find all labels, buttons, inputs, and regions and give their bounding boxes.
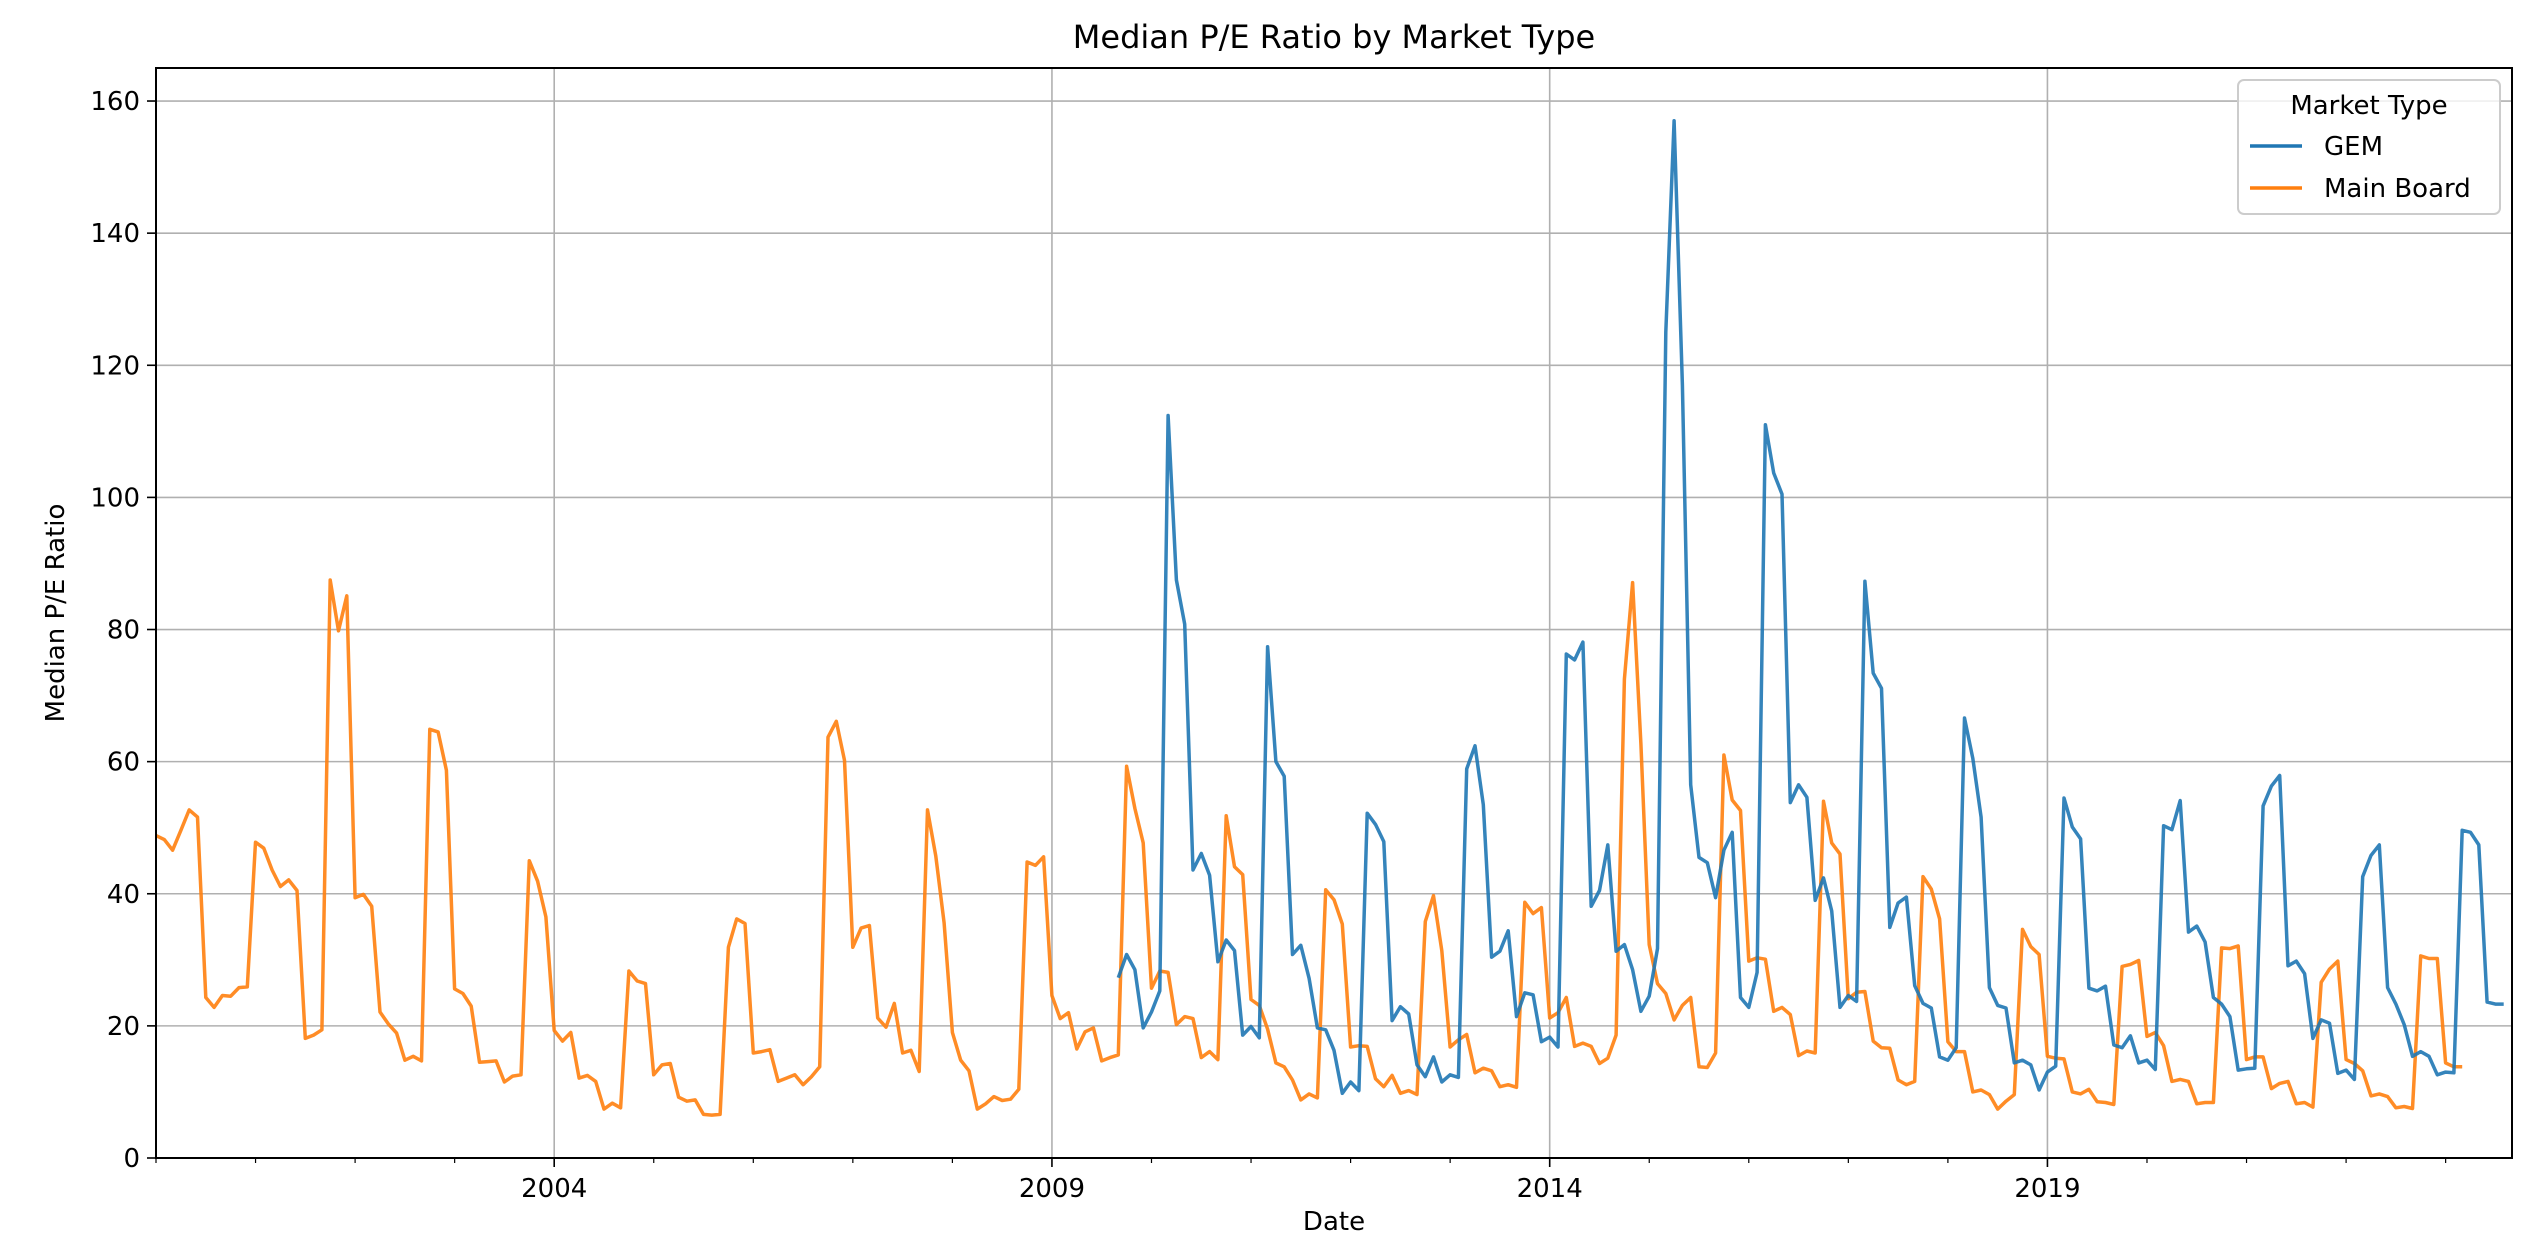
x-axis-label: Date xyxy=(1303,1207,1365,1237)
legend: Market Type GEM Main Board xyxy=(2237,79,2501,215)
legend-label-gem: GEM xyxy=(2324,132,2383,162)
y-tick-label: 120 xyxy=(90,351,140,381)
x-tick-label: 2009 xyxy=(1019,1174,1085,1204)
y-tick-label: 80 xyxy=(107,616,140,646)
y-tick-label: 60 xyxy=(107,748,140,778)
axis-ticks: 0 20 40 60 80 100 120 140 160 2004 2009 2014 2019 xyxy=(90,87,2447,1204)
y-tick-label: 100 xyxy=(90,483,140,513)
y-axis-label: Median P/E Ratio xyxy=(41,504,71,723)
x-tick-label: 2014 xyxy=(1517,1174,1583,1204)
series-lines xyxy=(155,119,2504,1117)
y-tick-label: 20 xyxy=(107,1012,140,1042)
plot-frame xyxy=(155,67,2513,1159)
series-line-gem xyxy=(1116,119,2504,1096)
y-tick-label: 40 xyxy=(107,880,140,910)
legend-box xyxy=(2237,79,2501,215)
legend-label-main-board: Main Board xyxy=(2324,174,2471,204)
y-tick-label: 160 xyxy=(90,87,140,117)
x-tick-label: 2004 xyxy=(521,1174,587,1204)
chart-title: Median P/E Ratio by Market Type xyxy=(1073,18,1595,56)
legend-title: Market Type xyxy=(2290,91,2447,121)
x-tick-label: 2019 xyxy=(2014,1174,2080,1204)
y-tick-label: 140 xyxy=(90,219,140,249)
y-tick-label: 0 xyxy=(123,1144,140,1174)
series-line-main-board xyxy=(155,578,2463,1117)
